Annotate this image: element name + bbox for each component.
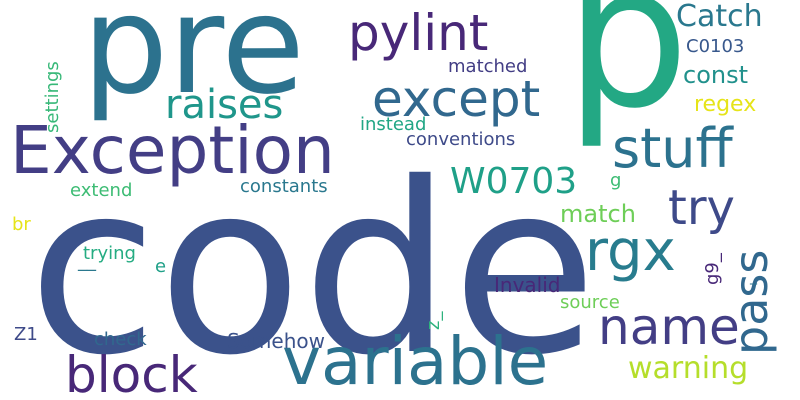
word-except: except [372,70,541,128]
word-somehow: Somehow [227,329,325,353]
word-e: e [155,256,167,277]
word-constants: constants [240,176,328,197]
word-catch: Catch [676,0,763,34]
word-regex: regex [694,92,757,117]
word-invalid: Invalid [494,273,561,297]
word-raises: raises [165,82,284,128]
word-check: check [94,329,147,350]
word-br: br [12,214,31,235]
word-settings: settings [42,61,63,133]
word-g9: g9_ [702,253,723,285]
word-conventions: conventions [406,129,516,150]
word-match: match [560,200,636,228]
word-tick: _ [750,269,757,285]
word-instead: instead [360,114,427,135]
word-warning: warning [628,351,749,386]
word-pre: pre [82,0,305,125]
word-z1: Z1 [14,324,38,345]
word-pass: pass [724,249,778,355]
word-trying: trying [83,243,136,264]
word-variable: variable [282,323,549,400]
word-c0103: C0103 [686,36,745,57]
word-block: block [65,346,198,400]
word-p: p [565,0,690,152]
word-z-vertical: z_ [423,311,444,330]
word-w0703: W0703 [450,161,578,202]
word-exception: Exception [10,112,335,189]
word-rgx: rgx [585,219,676,284]
word-g: g [610,170,622,191]
word-try: try [668,180,735,236]
word-underscore-line: __ [78,251,96,272]
word-stuff: stuff [612,117,733,180]
word-name: name [598,298,740,356]
word-extend: extend [70,180,133,201]
word-const: const [683,61,749,89]
word-pylint: pylint [348,4,489,62]
word-code: code [28,132,598,400]
word-source: source [560,292,620,313]
word-matched: matched [448,56,528,77]
